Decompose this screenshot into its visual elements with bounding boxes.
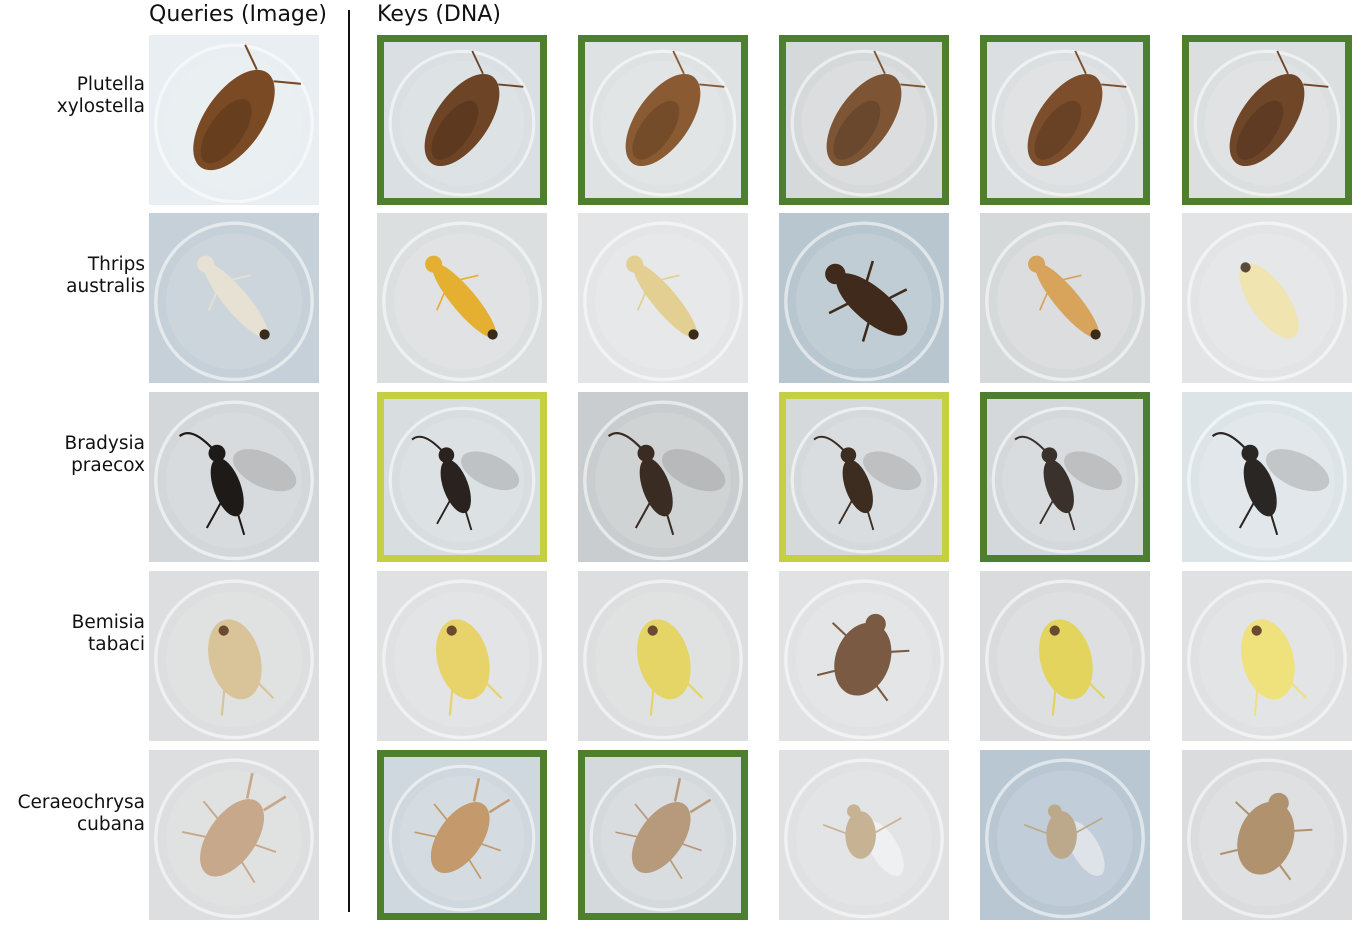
key-image-highlighted: [377, 35, 547, 205]
query-image: [149, 571, 319, 741]
key-image: [1182, 392, 1352, 562]
dark-gnat-icon: [786, 399, 942, 555]
key-image-highlighted: [980, 392, 1150, 562]
dark-beetle-icon: [779, 213, 949, 383]
key-image: [980, 571, 1150, 741]
species-epithet: praecox: [71, 455, 145, 476]
species-label: Bemisia tabaci: [0, 612, 145, 656]
orange-thrips-icon: [980, 213, 1150, 383]
key-image: [377, 571, 547, 741]
genus-name: Ceraeochrysa: [17, 792, 145, 813]
yellow-thrips-icon: [377, 213, 547, 383]
brown-moth-icon: [585, 42, 741, 198]
query-image: [149, 213, 319, 383]
species-label: Bradysia praecox: [0, 433, 145, 477]
query-image: [149, 392, 319, 562]
genus-name: Thrips: [87, 254, 145, 275]
yellow-whitefly-icon: [1182, 571, 1352, 741]
species-label: Plutella xylostella: [0, 74, 145, 118]
genus-name: Bradysia: [64, 433, 145, 454]
brown-moth-icon: [384, 42, 540, 198]
pale-whitefly-icon: [149, 571, 319, 741]
brown-moth-icon: [149, 35, 319, 205]
dark-gnat-icon: [384, 399, 540, 555]
queries-column-title: Queries (Image): [149, 2, 328, 27]
key-image: [578, 392, 748, 562]
query-image: [149, 750, 319, 920]
lacewing-larva-icon: [149, 750, 319, 920]
brown-bug-icon: [1182, 750, 1352, 920]
species-epithet: australis: [66, 276, 145, 297]
species-epithet: xylostella: [56, 96, 145, 117]
lacewing-larva-icon: [384, 757, 540, 913]
yellow-whitefly-icon: [578, 571, 748, 741]
pale-fly-icon: [980, 750, 1150, 920]
key-image: [779, 213, 949, 383]
brown-moth-icon: [786, 42, 942, 198]
column-divider: [348, 10, 350, 912]
brown-moth-icon: [1189, 42, 1345, 198]
species-label: Ceraeochrysa cubana: [0, 792, 145, 836]
brown-bug-icon: [779, 571, 949, 741]
yellow-whitefly-icon: [377, 571, 547, 741]
key-image: [578, 571, 748, 741]
species-label: Thrips australis: [0, 254, 145, 298]
key-image: [779, 571, 949, 741]
key-image-highlighted: [377, 392, 547, 562]
key-image: [980, 213, 1150, 383]
pale-fly-icon: [779, 750, 949, 920]
brown-moth-icon: [987, 42, 1143, 198]
genus-name: Bemisia: [71, 612, 145, 633]
key-image: [1182, 571, 1352, 741]
lacewing-larva-icon: [585, 757, 741, 913]
key-image: [377, 213, 547, 383]
keys-column-title: Keys (DNA): [377, 2, 501, 27]
key-image-highlighted: [578, 750, 748, 920]
key-image-highlighted: [779, 35, 949, 205]
key-image-highlighted: [1182, 35, 1352, 205]
key-image: [779, 750, 949, 920]
key-image-highlighted: [578, 35, 748, 205]
key-image: [578, 213, 748, 383]
genus-name: Plutella: [76, 74, 145, 95]
pale-thrips-icon: [149, 213, 319, 383]
pale-larva-icon: [1182, 213, 1352, 383]
dark-gnat-icon: [149, 392, 319, 562]
dark-gnat-icon: [987, 399, 1143, 555]
dark-gnat-icon: [578, 392, 748, 562]
key-image-highlighted: [377, 750, 547, 920]
dark-gnat-icon: [1182, 392, 1352, 562]
key-image-highlighted: [980, 35, 1150, 205]
key-image-highlighted: [779, 392, 949, 562]
pale-thrips-icon: [578, 213, 748, 383]
key-image: [1182, 213, 1352, 383]
query-image: [149, 35, 319, 205]
species-epithet: cubana: [76, 814, 145, 835]
key-image: [1182, 750, 1352, 920]
species-epithet: tabaci: [88, 634, 145, 655]
yellow-whitefly-icon: [980, 571, 1150, 741]
key-image: [980, 750, 1150, 920]
